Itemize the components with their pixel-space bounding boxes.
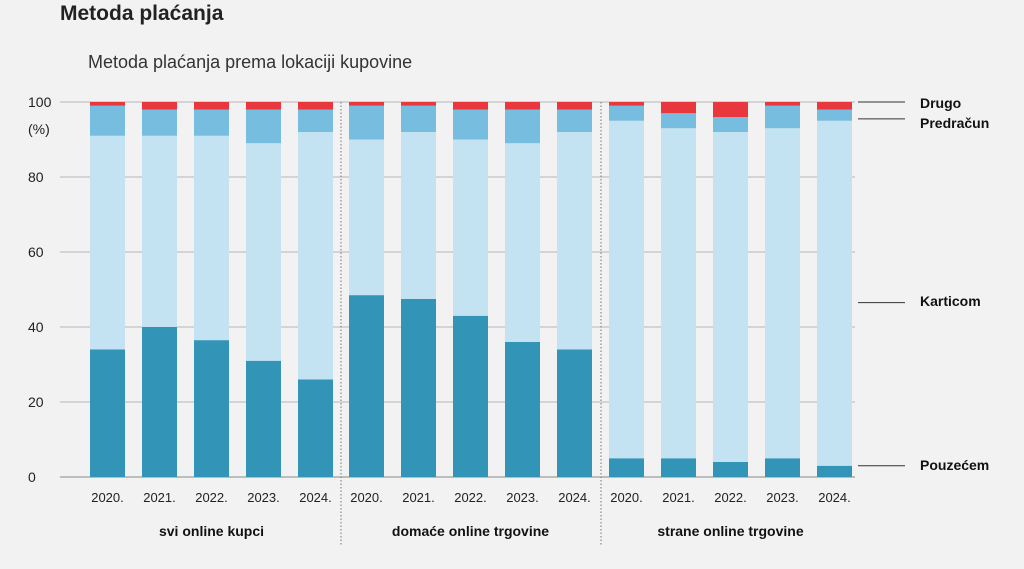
bar-segment <box>453 315 488 477</box>
group-label: domaće online trgovine <box>392 523 549 539</box>
bar-segment <box>401 298 436 477</box>
x-tick-label: 2023. <box>766 490 799 505</box>
x-tick-label: 2022. <box>714 490 747 505</box>
bar-segment <box>557 132 592 350</box>
bar-segment <box>246 109 281 144</box>
bar-segment <box>557 109 592 132</box>
bar-segment <box>453 102 488 110</box>
bar-segment <box>505 102 540 110</box>
bar-segment <box>505 109 540 144</box>
bar-segment <box>609 102 644 106</box>
y-tick-label: 100 <box>28 94 52 110</box>
legend-label: Pouzećem <box>920 457 989 473</box>
legend-label: Karticom <box>920 293 981 309</box>
bar-segment <box>609 120 644 459</box>
x-tick-label: 2021. <box>143 490 176 505</box>
bar-segment <box>453 109 488 140</box>
bar-segment <box>557 102 592 110</box>
bar-segment <box>90 135 125 350</box>
bar-segment <box>90 105 125 136</box>
bar-segment <box>298 109 333 132</box>
y-axis-label: (%) <box>28 121 50 137</box>
chart-title: Metoda plaćanja prema lokaciji kupovine <box>88 52 413 72</box>
y-tick-label: 20 <box>28 394 44 410</box>
page-title: Metoda plaćanja <box>60 2 224 25</box>
bar-segment <box>817 102 852 110</box>
group-label: svi online kupci <box>159 523 264 539</box>
x-tick-label: 2024. <box>818 490 851 505</box>
bar-segment <box>349 102 384 106</box>
legend: Pouzećem Karticom Predračun Drugo <box>858 95 989 473</box>
bar-segment <box>661 128 696 459</box>
y-tick-label: 60 <box>28 244 44 260</box>
x-tick-label: 2020. <box>91 490 124 505</box>
x-tick-label: 2021. <box>662 490 695 505</box>
bars <box>90 102 852 477</box>
bar-segment <box>142 109 177 136</box>
legend-label: Predračun <box>920 115 989 131</box>
x-tick-label: 2020. <box>350 490 383 505</box>
bar-segment <box>505 342 540 477</box>
bar-segment <box>713 117 748 132</box>
bar-segment <box>765 102 800 106</box>
bar-segment <box>765 128 800 459</box>
y-tick-label: 0 <box>28 469 36 485</box>
bar-segment <box>661 458 696 477</box>
x-tick-label: 2021. <box>402 490 435 505</box>
legend-label: Drugo <box>920 95 961 111</box>
bar-segment <box>349 105 384 140</box>
x-tick-label: 2023. <box>247 490 280 505</box>
group-label: strane online trgovine <box>657 523 803 539</box>
bar-segment <box>765 458 800 477</box>
bar-segment <box>298 102 333 110</box>
bar-segment <box>505 143 540 342</box>
bar-segment <box>817 465 852 477</box>
y-tick-label: 80 <box>28 169 44 185</box>
x-tick-label: 2020. <box>610 490 643 505</box>
bar-segment <box>298 379 333 477</box>
bar-segment <box>713 102 748 117</box>
bar-segment <box>713 462 748 477</box>
bar-segment <box>817 109 852 121</box>
bar-segment <box>401 102 436 106</box>
bar-segment <box>194 135 229 341</box>
bar-segment <box>142 102 177 110</box>
bar-segment <box>142 327 177 477</box>
x-tick-label: 2024. <box>558 490 591 505</box>
bar-segment <box>246 360 281 477</box>
axis-labels: 0 20 40 60 80 100 (%) 2020. 2021. 2022. 2023. 2024.… <box>28 94 851 539</box>
bar-segment <box>90 102 125 106</box>
bar-segment <box>298 132 333 380</box>
x-tick-label: 2023. <box>506 490 539 505</box>
bar-segment <box>661 113 696 129</box>
bar-segment <box>349 295 384 477</box>
y-tick-label: 40 <box>28 319 44 335</box>
bar-segment <box>194 109 229 136</box>
bar-segment <box>194 340 229 477</box>
bar-segment <box>817 120 852 466</box>
bar-segment <box>246 102 281 110</box>
bar-segment <box>401 132 436 299</box>
bar-segment <box>661 102 696 114</box>
x-tick-label: 2024. <box>299 490 332 505</box>
bar-segment <box>609 458 644 477</box>
bar-segment <box>246 143 281 361</box>
bar-segment <box>194 102 229 110</box>
bar-segment <box>453 139 488 316</box>
bar-segment <box>609 105 644 121</box>
bar-segment <box>142 135 177 327</box>
x-tick-label: 2022. <box>454 490 487 505</box>
bar-segment <box>713 132 748 462</box>
bar-segment <box>765 105 800 129</box>
bar-segment <box>401 105 436 132</box>
x-tick-label: 2022. <box>195 490 228 505</box>
bar-segment <box>557 349 592 477</box>
bar-segment <box>349 139 384 296</box>
bar-segment <box>90 349 125 477</box>
